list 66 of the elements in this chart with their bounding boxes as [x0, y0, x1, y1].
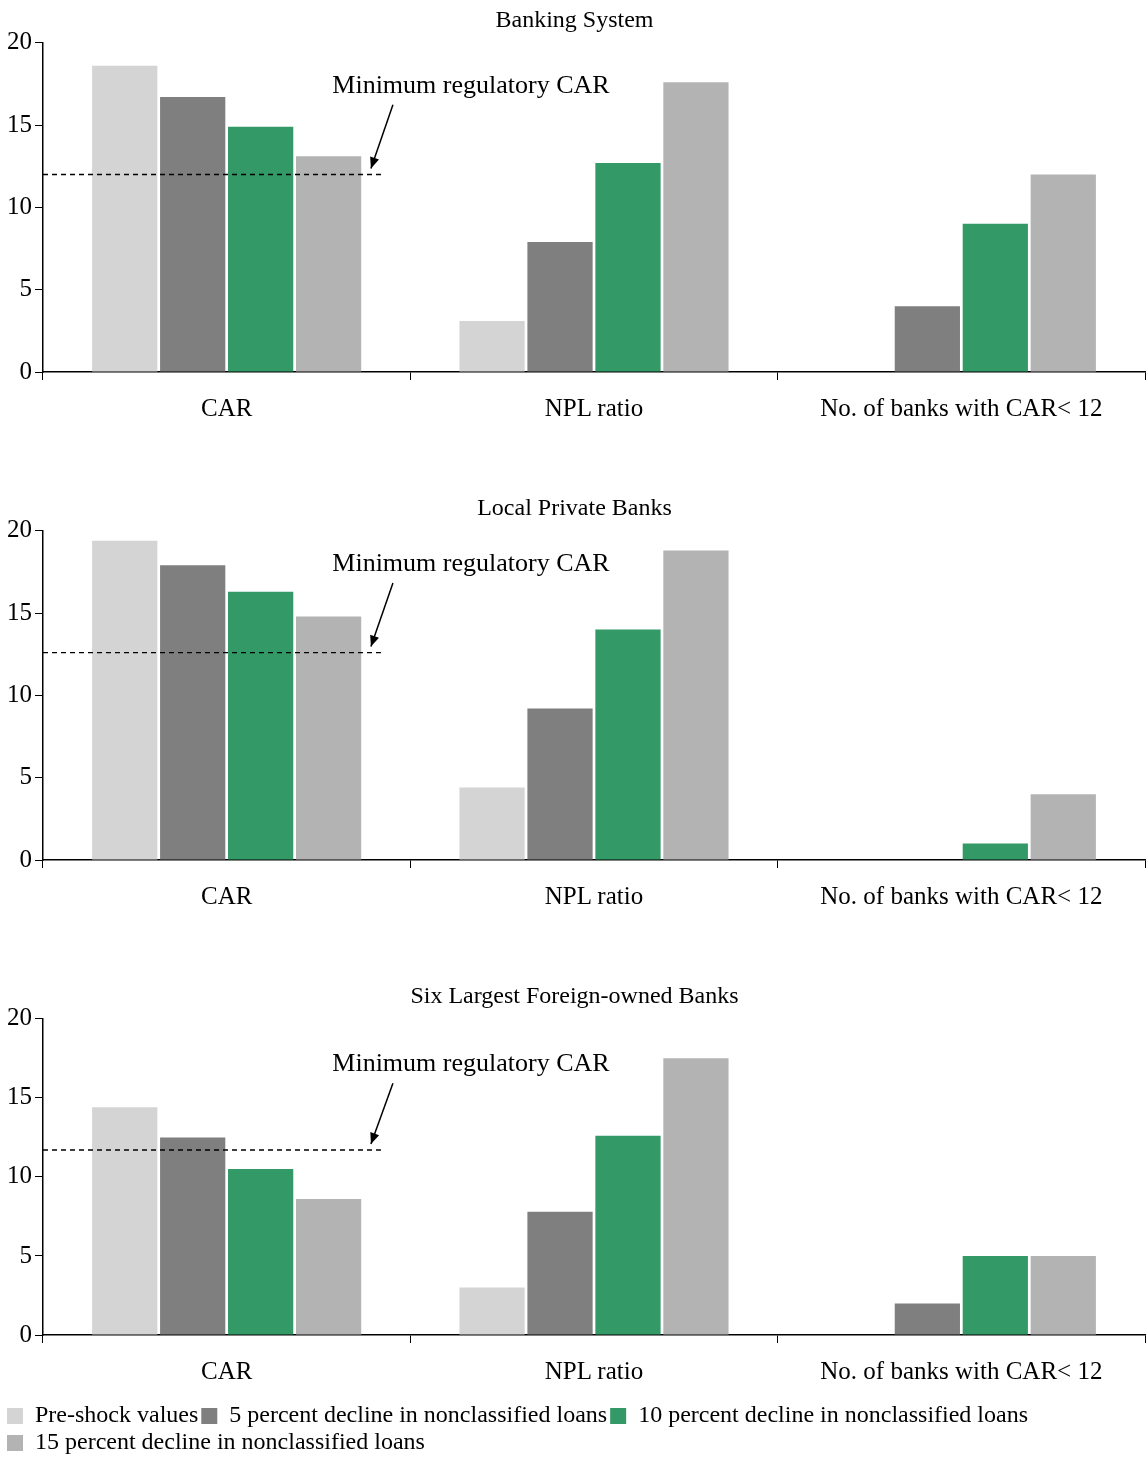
bar	[295, 616, 362, 860]
chart-title: Six Largest Foreign-owned Banks	[410, 981, 739, 1008]
y-tick-label: 5	[19, 274, 32, 302]
bar	[92, 65, 158, 372]
ref-line-label: Minimum regulatory CAR	[332, 1048, 611, 1078]
bar	[1030, 1255, 1096, 1335]
x-tick-label: NPL ratio	[544, 881, 644, 909]
y-tick-label: 5	[19, 1240, 32, 1268]
bar	[160, 565, 226, 860]
bar	[92, 1107, 158, 1335]
bar	[459, 320, 525, 372]
x-tick-label: CAR	[200, 881, 253, 909]
x-tick-label: No. of banks with CAR< 12	[820, 393, 1103, 421]
bar	[527, 708, 593, 860]
bar	[663, 82, 729, 372]
legend-label: 5 percent decline in nonclassified loans	[229, 1401, 608, 1428]
bar	[663, 1058, 729, 1335]
chart-title: Local Private Banks	[477, 493, 672, 520]
legend-label: 15 percent decline in nonclassified loans	[35, 1428, 425, 1455]
bar	[228, 126, 294, 372]
y-tick-label: 0	[19, 1319, 32, 1347]
bar	[595, 1135, 661, 1335]
bar	[295, 1199, 362, 1335]
y-tick-label: 20	[7, 515, 32, 543]
bar	[228, 1168, 294, 1335]
bar	[1030, 794, 1096, 860]
bar	[459, 787, 525, 860]
y-tick-label: 15	[7, 109, 32, 137]
ref-line-label: Minimum regulatory CAR	[332, 547, 611, 577]
bar	[92, 540, 158, 860]
x-tick-label: CAR	[200, 1356, 253, 1384]
legend-label: 10 percent decline in nonclassified loans	[638, 1401, 1029, 1428]
bar	[962, 1255, 1028, 1335]
x-tick-label: NPL ratio	[544, 1356, 644, 1384]
bar	[962, 843, 1028, 860]
y-tick-label: 10	[7, 1161, 32, 1189]
y-tick-label: 10	[7, 679, 32, 707]
bar	[1030, 174, 1096, 372]
bar	[962, 223, 1028, 372]
y-tick-label: 20	[7, 27, 32, 55]
legend-label: Pre-shock values	[35, 1401, 199, 1428]
bar	[228, 591, 294, 860]
y-tick-label: 0	[19, 844, 32, 872]
bar	[894, 306, 960, 372]
x-tick-label: NPL ratio	[544, 393, 644, 421]
x-tick-label: CAR	[200, 393, 253, 421]
bar	[595, 629, 661, 860]
y-tick-label: 0	[19, 356, 32, 384]
bar	[527, 241, 593, 372]
bar	[459, 1287, 525, 1335]
bar	[295, 156, 362, 372]
ref-line-label: Minimum regulatory CAR	[332, 69, 611, 99]
y-tick-label: 10	[7, 191, 32, 219]
bar	[663, 550, 729, 860]
y-tick-label: 15	[7, 1082, 32, 1110]
x-tick-label: No. of banks with CAR< 12	[820, 881, 1103, 909]
y-tick-label: 5	[19, 762, 32, 790]
bar	[894, 1303, 960, 1335]
y-tick-label: 20	[7, 1003, 32, 1031]
chart-title: Banking System	[495, 5, 654, 32]
bar	[527, 1211, 593, 1335]
bar	[160, 1137, 226, 1335]
y-tick-label: 15	[7, 597, 32, 625]
bar	[595, 162, 661, 372]
bar	[160, 97, 226, 372]
x-tick-label: No. of banks with CAR< 12	[820, 1356, 1103, 1384]
